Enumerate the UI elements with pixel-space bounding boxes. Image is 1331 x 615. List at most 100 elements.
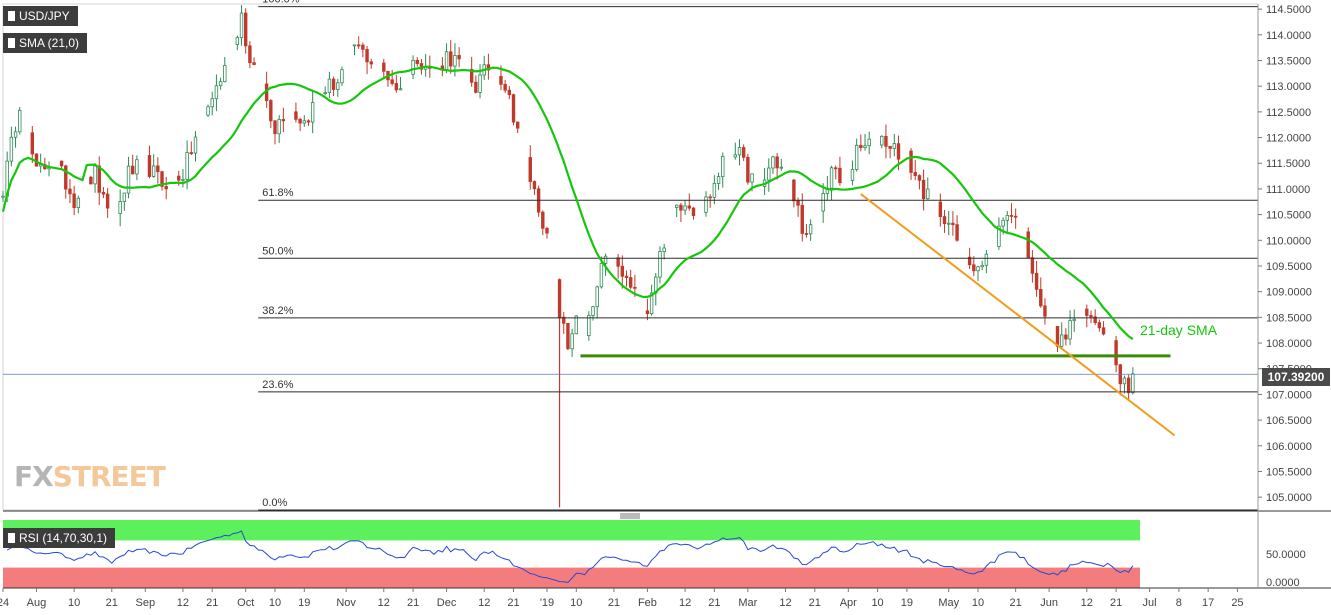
candle-body[interactable]: [68, 188, 72, 195]
candle-body[interactable]: [177, 175, 181, 181]
candle-body[interactable]: [135, 159, 139, 175]
candle-body[interactable]: [1101, 327, 1106, 335]
candle-body[interactable]: [557, 279, 562, 318]
candle-body[interactable]: [59, 160, 64, 167]
candle-body[interactable]: [223, 65, 227, 83]
candle-body[interactable]: [649, 292, 654, 315]
sma-21-line[interactable]: [1, 65, 1134, 341]
candle-body[interactable]: [30, 132, 34, 155]
candle-body[interactable]: [352, 44, 357, 47]
candle-body[interactable]: [331, 78, 336, 90]
candle-body[interactable]: [503, 83, 507, 91]
candle-body[interactable]: [1131, 373, 1135, 394]
candle-body[interactable]: [118, 201, 122, 214]
candle-body[interactable]: [616, 257, 620, 267]
candle-body[interactable]: [591, 306, 595, 316]
candle-body[interactable]: [829, 167, 834, 189]
rsi-pane[interactable]: [3, 520, 1331, 589]
candle-body[interactable]: [1030, 257, 1035, 274]
symbol-tag[interactable]: USD/JPY: [3, 6, 78, 26]
candle-body[interactable]: [942, 216, 947, 224]
candle-body[interactable]: [896, 143, 901, 160]
candle-body[interactable]: [206, 106, 210, 116]
candle-body[interactable]: [1097, 322, 1102, 329]
candle-body[interactable]: [89, 176, 93, 185]
candle-body[interactable]: [628, 277, 633, 288]
candle-body[interactable]: [398, 88, 403, 91]
candle-body[interactable]: [1013, 215, 1018, 218]
candle-body[interactable]: [792, 179, 796, 202]
candle-body[interactable]: [892, 143, 897, 149]
candle-body[interactable]: [796, 200, 800, 206]
candle-body[interactable]: [244, 12, 248, 47]
rsi-line[interactable]: [6, 530, 1134, 584]
candle-body[interactable]: [1126, 377, 1131, 394]
candle-body[interactable]: [365, 48, 369, 63]
candle-body[interactable]: [854, 144, 859, 170]
candle-body[interactable]: [9, 136, 14, 162]
candle-body[interactable]: [528, 157, 532, 182]
candle-body[interactable]: [997, 225, 1001, 247]
candle-body[interactable]: [821, 193, 825, 212]
candle-body[interactable]: [859, 144, 863, 148]
candle-body[interactable]: [850, 169, 855, 181]
candle-body[interactable]: [771, 156, 775, 169]
candle-body[interactable]: [800, 204, 804, 234]
candle-body[interactable]: [909, 150, 913, 173]
candle-body[interactable]: [984, 253, 989, 266]
candle-body[interactable]: [1034, 272, 1039, 290]
candle-body[interactable]: [340, 69, 344, 84]
candle-body[interactable]: [277, 119, 281, 135]
descending-trendline[interactable]: [860, 193, 1176, 437]
candle-body[interactable]: [474, 81, 478, 93]
candle-body[interactable]: [131, 165, 135, 175]
candle-body[interactable]: [122, 192, 127, 202]
candle-body[interactable]: [750, 173, 754, 183]
candle-body[interactable]: [210, 98, 214, 108]
candle-body[interactable]: [976, 266, 980, 272]
candle-body[interactable]: [658, 251, 662, 278]
candle-body[interactable]: [323, 92, 327, 94]
candle-body[interactable]: [469, 68, 474, 83]
candle-body[interactable]: [252, 62, 256, 65]
candle-body[interactable]: [13, 131, 18, 138]
candle-body[interactable]: [1001, 219, 1005, 227]
candle-body[interactable]: [1114, 340, 1118, 366]
candle-body[interactable]: [712, 182, 717, 198]
candle-body[interactable]: [294, 111, 298, 120]
candle-body[interactable]: [562, 316, 566, 324]
candle-body[interactable]: [545, 227, 549, 234]
candle-body[interactable]: [356, 44, 361, 47]
candle-body[interactable]: [947, 222, 951, 225]
candle-body[interactable]: [415, 59, 419, 64]
candle-body[interactable]: [620, 265, 625, 277]
candle-body[interactable]: [716, 176, 721, 184]
candle-body[interactable]: [1026, 231, 1030, 259]
candle-body[interactable]: [511, 94, 516, 123]
candle-body[interactable]: [449, 51, 453, 67]
candle-body[interactable]: [532, 181, 537, 190]
price-pane[interactable]: 100.0% 61.8% 50.0% 38.2% 23.6% 0.0% 21-day SMA: [1, 0, 1331, 512]
candle-body[interactable]: [507, 89, 512, 96]
candle-body[interactable]: [704, 196, 708, 213]
candle-body[interactable]: [1093, 316, 1097, 323]
candle-body[interactable]: [369, 61, 373, 65]
candle-body[interactable]: [269, 100, 273, 122]
candle-body[interactable]: [917, 175, 922, 181]
candle-body[interactable]: [733, 154, 737, 158]
candle-body[interactable]: [595, 286, 599, 308]
candle-body[interactable]: [310, 102, 315, 123]
candle-body[interactable]: [834, 167, 838, 170]
candle-body[interactable]: [675, 204, 679, 208]
candle-body[interactable]: [767, 167, 771, 181]
candle-body[interactable]: [808, 224, 813, 235]
candle-body[interactable]: [390, 79, 394, 84]
candle-body[interactable]: [105, 193, 110, 209]
candle-body[interactable]: [72, 193, 76, 208]
candle-body[interactable]: [97, 165, 101, 193]
candle-body[interactable]: [838, 167, 842, 184]
candle-body[interactable]: [214, 85, 219, 100]
candle-body[interactable]: [302, 120, 306, 124]
candle-body[interactable]: [746, 156, 750, 183]
